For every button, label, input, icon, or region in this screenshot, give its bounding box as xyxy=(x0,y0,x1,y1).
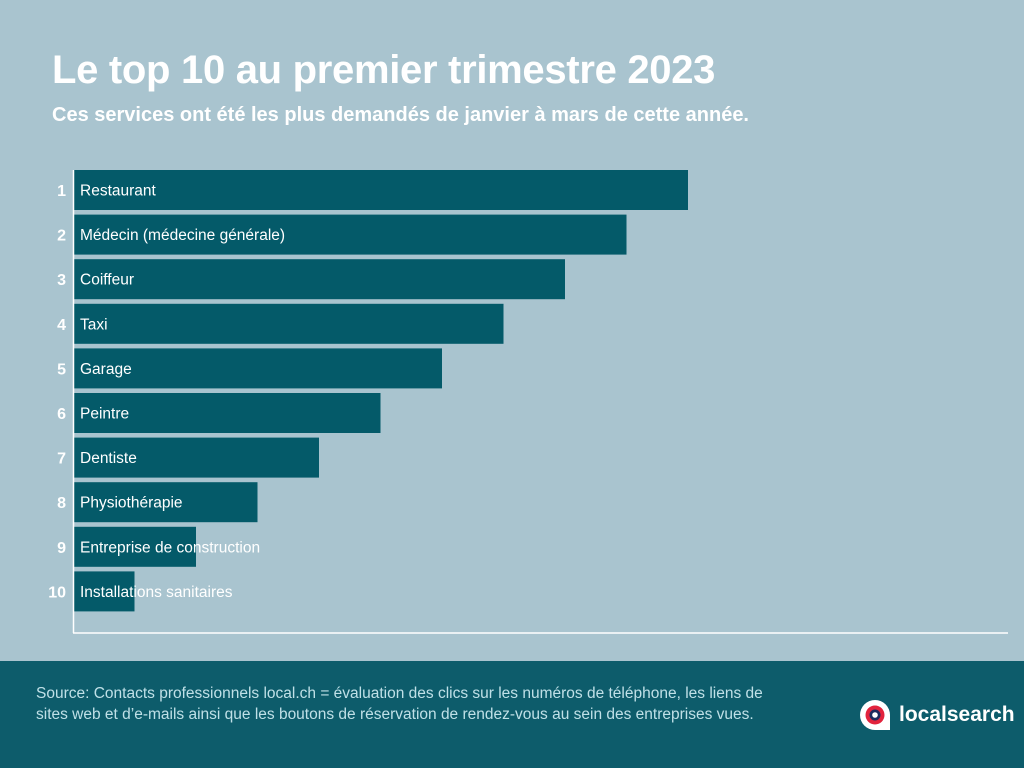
rank-label: 7 xyxy=(57,451,66,468)
chart-title: Le top 10 au premier trimestre 2023 xyxy=(52,48,716,92)
bar-label: Médecin (médecine générale) xyxy=(80,227,285,244)
localsearch-logo-icon xyxy=(860,700,890,730)
rank-label: 4 xyxy=(57,317,66,334)
rank-label: 1 xyxy=(57,183,66,200)
bar-label: Physiothérapie xyxy=(80,495,183,512)
bar-label: Peintre xyxy=(80,406,129,423)
rank-label: 2 xyxy=(57,228,66,245)
bar-label: Garage xyxy=(80,361,132,378)
bar-label: Entreprise de construction xyxy=(80,539,260,556)
rank-label: 3 xyxy=(57,272,66,289)
bar-6 xyxy=(73,393,381,433)
bar-label: Coiffeur xyxy=(80,272,134,289)
bar-2 xyxy=(73,214,627,255)
rank-label: 6 xyxy=(57,406,66,423)
bar-label: Dentiste xyxy=(80,450,137,467)
bar-3 xyxy=(73,259,565,300)
bar-label: Taxi xyxy=(80,316,108,333)
rank-label: 8 xyxy=(57,495,66,512)
rank-label: 10 xyxy=(48,584,66,601)
logo-text: localsearch xyxy=(899,703,1015,726)
bar-7 xyxy=(73,437,319,478)
footer: Source: Contacts professionnels local.ch… xyxy=(0,661,1024,768)
bar-9 xyxy=(73,526,196,567)
localsearch-logo[interactable]: localsearch xyxy=(858,698,1015,732)
bar-5 xyxy=(73,348,442,389)
bar-4 xyxy=(73,303,504,344)
chart-subtitle: Ces services ont été les plus demandés d… xyxy=(52,104,749,126)
bar-label: Restaurant xyxy=(80,183,157,200)
bar-10 xyxy=(73,571,135,612)
bar-label: Installations sanitaires xyxy=(80,584,233,601)
rank-label: 9 xyxy=(57,540,66,557)
source-note: Source: Contacts professionnels local.ch… xyxy=(36,685,763,723)
rank-label: 5 xyxy=(57,361,66,378)
bar-8 xyxy=(73,482,258,523)
bars-layer: Restaurant 1 Médecin (médecine générale) 2 C… xyxy=(48,170,688,612)
bar-chart: Restaurant 1 Médecin (médecine générale) 2 C… xyxy=(48,170,1008,634)
bar-1 xyxy=(73,170,688,210)
